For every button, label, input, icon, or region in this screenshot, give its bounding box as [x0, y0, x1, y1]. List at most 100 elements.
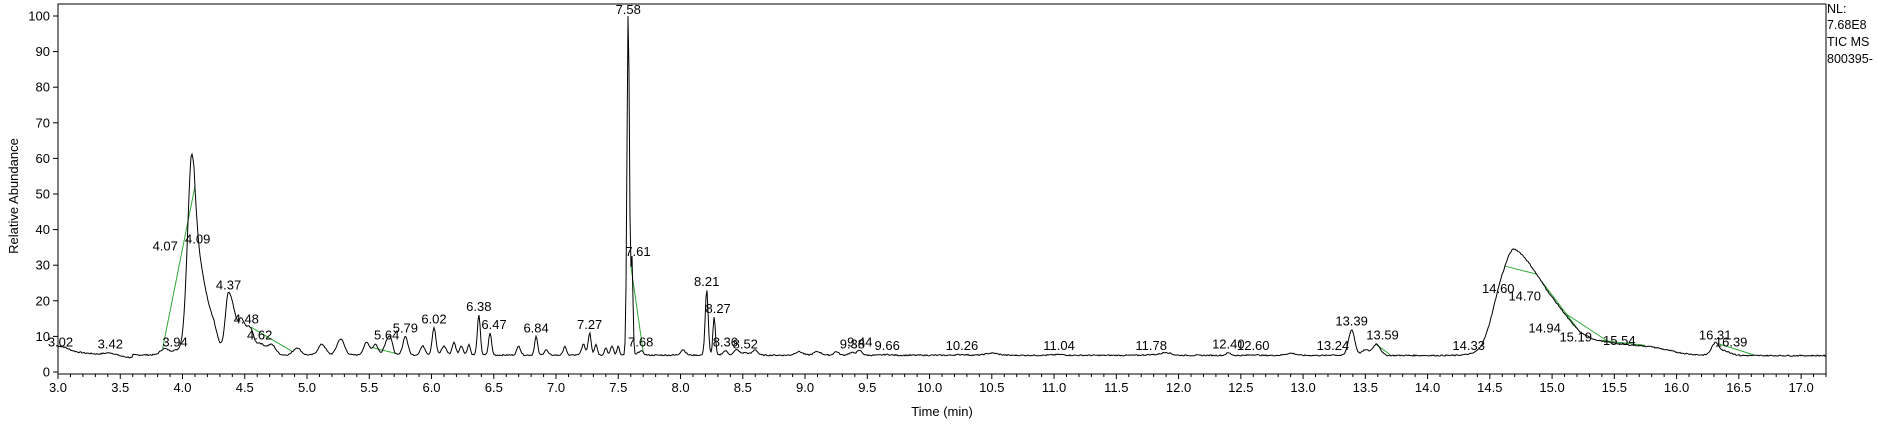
x-tick-label: 17.0 [1788, 380, 1813, 395]
peak-label: 9.66 [875, 338, 900, 353]
peak-label: 4.62 [247, 328, 272, 343]
peak-label: 3.02 [48, 335, 73, 350]
y-tick-label: 80 [36, 80, 50, 95]
peak-label: 3.42 [98, 336, 123, 351]
y-tick-label: 100 [28, 9, 50, 24]
integration-baseline [1504, 265, 1538, 275]
info-line-file: 800395- [1827, 52, 1873, 66]
peak-label: 13.59 [1366, 328, 1399, 343]
peak-label: 14.60 [1482, 281, 1515, 296]
x-tick-label: 3.5 [111, 380, 129, 395]
y-tick-label: 50 [36, 187, 50, 202]
x-axis-ticks: 3.0 3.5 4.0 4.5 5.0 5.5 6.0 6.5 7.0 7.5 8.0 8.5 9.0 9… [49, 374, 1827, 395]
y-tick-label: 70 [36, 115, 50, 130]
x-tick-label: 12.0 [1166, 380, 1191, 395]
peak-label: 16.39 [1715, 335, 1748, 350]
peak-label: 7.61 [625, 244, 650, 259]
info-panel: NL: 7.68E8 TIC MS 800395- [1827, 2, 1873, 66]
x-tick-label: 8.5 [734, 380, 752, 395]
x-tick-label: 16.0 [1664, 380, 1689, 395]
peak-label: 7.68 [628, 335, 653, 350]
x-tick-label: 15.5 [1602, 380, 1627, 395]
y-tick-label: 40 [36, 222, 50, 237]
x-tick-label: 13.5 [1353, 380, 1378, 395]
peak-label: 5.79 [393, 320, 418, 335]
y-axis-ticks: 0 10 20 30 40 50 60 70 80 90 100 [28, 9, 58, 380]
x-tick-label: 9.0 [796, 380, 814, 395]
peak-label: 4.37 [216, 278, 241, 293]
x-tick-label: 14.5 [1477, 380, 1502, 395]
y-tick-label: 0 [43, 365, 50, 380]
peak-label: 15.19 [1559, 329, 1592, 344]
info-line-nl-value: 7.68E8 [1827, 18, 1867, 32]
x-tick-label: 7.5 [609, 380, 627, 395]
x-tick-label: 7.0 [547, 380, 565, 395]
peak-label: 11.04 [1043, 338, 1075, 353]
peak-label: 12.60 [1237, 338, 1270, 353]
peak-label: 8.27 [705, 301, 730, 316]
integration-baseline [1601, 339, 1646, 346]
x-tick-label: 5.5 [360, 380, 378, 395]
peak-label: 6.47 [481, 317, 506, 332]
peak-label: 6.38 [466, 299, 491, 314]
peak-label: 11.78 [1135, 338, 1167, 353]
peak-label: 4.48 [234, 312, 259, 327]
y-tick-label: 90 [36, 44, 50, 59]
y-tick-label: 60 [36, 151, 50, 166]
peak-label: 14.94 [1528, 320, 1561, 335]
integration-baseline [1717, 343, 1754, 356]
x-tick-label: 6.5 [485, 380, 503, 395]
x-tick-label: 4.0 [173, 380, 191, 395]
integration-baseline [1564, 312, 1609, 342]
integration-baseline [250, 326, 293, 352]
peak-label: 6.02 [421, 312, 446, 327]
peak-label: 5.64 [374, 328, 399, 343]
x-tick-label: 5.0 [298, 380, 316, 395]
peak-label: 12.40 [1212, 336, 1245, 351]
peak-label: 14.70 [1508, 288, 1541, 303]
x-tick-label: 6.0 [422, 380, 440, 395]
peak-label: 13.39 [1335, 313, 1368, 328]
integration-baseline [1541, 281, 1578, 329]
peak-label: 3.94 [162, 335, 187, 350]
peak-label: 9.44 [847, 335, 872, 350]
x-tick-label: 8.0 [671, 380, 689, 395]
peak-labels: 3.02 3.42 3.94 4.07 4.09 4.37 4.484.62 5.645.79… [48, 2, 1748, 353]
integration-baseline [162, 186, 196, 349]
y-tick-label: 30 [36, 258, 50, 273]
integration-baseline [371, 346, 397, 355]
x-axis-title: Time (min) [911, 404, 973, 419]
peak-label: 8.21 [694, 274, 719, 289]
peak-label: 9.38 [840, 336, 865, 351]
y-tick-label: 20 [36, 293, 50, 308]
x-tick-label: 14.0 [1415, 380, 1440, 395]
peak-label: 8.36 [713, 335, 738, 350]
x-tick-label: 15.0 [1539, 380, 1564, 395]
peak-label: 6.84 [523, 320, 548, 335]
info-line-filter: TIC MS [1827, 35, 1869, 49]
x-tick-label: 3.0 [49, 380, 67, 395]
x-tick-label: 11.0 [1042, 380, 1066, 395]
peak-label: 7.27 [577, 317, 602, 332]
peak-label: 8.52 [733, 336, 758, 351]
peak-label: 4.09 [185, 231, 210, 246]
x-tick-label: 10.0 [917, 380, 942, 395]
peak-label: 16.31 [1699, 328, 1732, 343]
x-tick-label: 13.0 [1290, 380, 1315, 395]
tic-trace [57, 16, 1827, 359]
x-tick-label: 11.5 [1104, 380, 1128, 395]
x-tick-label: 9.5 [858, 380, 876, 395]
y-tick-label: 10 [36, 329, 50, 344]
peak-label: 13.24 [1317, 338, 1350, 353]
peak-label: 4.07 [153, 239, 178, 254]
x-tick-label: 4.5 [236, 380, 254, 395]
peak-label: 14.33 [1452, 338, 1485, 353]
peak-label: 15.54 [1603, 333, 1636, 348]
peak-label: 7.58 [616, 2, 641, 17]
info-line-nl: NL: [1827, 2, 1846, 16]
x-tick-label: 12.5 [1228, 380, 1253, 395]
x-tick-label: 10.5 [979, 380, 1004, 395]
peak-label: 10.26 [946, 338, 979, 353]
x-tick-label: 16.5 [1726, 380, 1751, 395]
